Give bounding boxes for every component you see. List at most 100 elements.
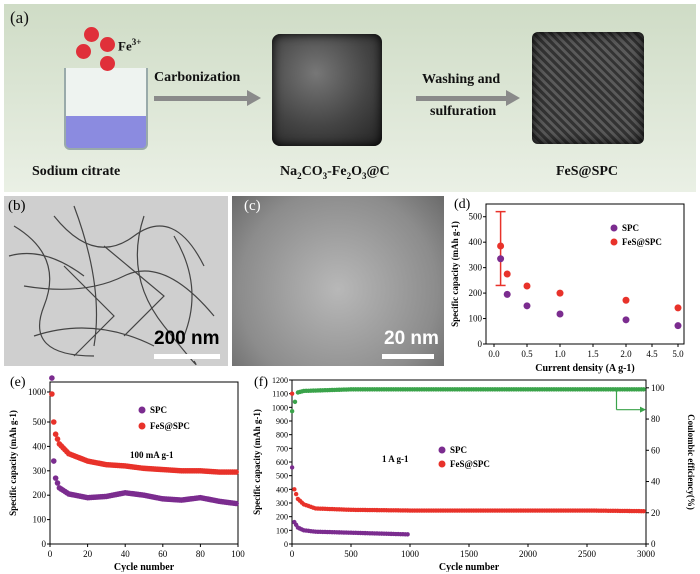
y-tick-label: 100 [33,515,47,525]
legend-marker-fes [138,422,146,430]
scale-bar [154,354,220,359]
data-point [52,431,59,437]
panel-c-label: (c) [244,198,261,214]
scale-text: 20 nm [384,328,439,349]
y-tick-label: 300 [33,466,47,476]
chart-d-label: (d) [454,197,471,212]
legend-label-fes: FeS@SPC [622,237,662,247]
arrow-1 [154,96,249,101]
y-tick-label: 300 [469,263,483,273]
y-tick-label: 600 [276,458,288,467]
arrow-2 [416,96,508,101]
beaker [64,68,148,150]
data-point [49,375,55,381]
x-tick-label: 3000 [637,549,656,559]
legend-marker-spc [610,224,618,232]
data-point [556,310,564,318]
arrow-1-head [247,90,261,106]
legend-label-fes: FeS@SPC [450,459,490,469]
x-tick-label: 5.0 [672,349,684,359]
legend-label-fes: FeS@SPC [150,421,190,431]
y-tick-label: 1200 [272,376,288,385]
intermediate-name: Na2CO3-Fe2O3@C [280,164,390,181]
y-tick-label: 800 [276,431,288,440]
x-tick-label: 4.5 [646,349,658,359]
y-tick-label: 900 [276,417,288,426]
data-point [54,480,61,486]
y-tick-label: 100 [276,526,288,535]
y-tick-label: 400 [469,237,483,247]
data-point [50,419,57,425]
step1-label: Carbonization [154,70,241,85]
y-tick-label: 0 [42,539,47,549]
y2-tick-label: 60 [651,445,661,455]
x-tick-label: 1.5 [587,349,599,359]
data-point [523,282,531,290]
rate-annotation: 1 A g-1 [382,454,409,464]
y2-tick-label: 0 [651,539,656,549]
data-point [497,242,505,250]
y-tick-label: 0 [284,540,288,549]
chart-e: (e) 0 100 200 300 400 500 1000 0 20 40 60 80 100 Cycl… [8,375,245,572]
legend-marker-spc [438,446,446,454]
arrow-2-head [506,90,520,106]
y-tick-label: 500 [276,472,288,481]
x-tick-label: 0 [48,549,53,559]
step2-label-1: Washing and [422,72,501,87]
data-point [54,436,61,442]
data-point [50,458,57,464]
legend-marker-fes [610,238,618,246]
x-axis-label: Cycle number [114,562,175,572]
plot-frame [49,381,239,545]
x-tick-label: 2.0 [620,349,632,359]
data-point [641,387,646,392]
scale-bar [382,354,434,359]
data-point [641,508,646,514]
data-point [556,289,564,297]
fes-spc-cube [532,32,644,144]
x-tick-label: 60 [158,549,168,559]
x-tick-label: 1500 [460,549,479,559]
data-point [233,469,239,475]
y-tick-label: 400 [33,441,47,451]
x-tick-label: 2500 [578,549,597,559]
data-point [674,304,682,312]
y-tick-label: 1000 [28,387,47,397]
plot-frame [485,203,685,345]
y-tick-label: 200 [469,288,483,298]
x-tick-label: 1000 [401,549,420,559]
data-point [292,487,297,492]
ce-arrow-head [640,406,646,413]
y-tick-label: 0 [478,339,483,349]
y2-axis-label: Coulombic efficiency(%) [686,414,696,510]
x-tick-label: 80 [196,549,206,559]
fe-ion-dot [100,56,115,71]
data-point [622,316,630,324]
fe-ion-dot [76,44,91,59]
product-name: FeS@SPC [556,164,619,179]
data-point [52,475,59,481]
x-tick-label: 0.5 [521,349,533,359]
data-point [292,399,298,405]
data-point [622,296,630,304]
x-tick-label: 40 [121,549,131,559]
x-tick-label: 1.0 [554,349,566,359]
x-axis-label: Current density (A g-1) [535,363,635,374]
y-tick-label: 1000 [272,403,288,412]
legend-marker-spc [138,406,146,414]
x-tick-label: 0 [290,549,295,559]
panel-a-label: (a) [10,8,29,27]
legend-marker-fes [438,460,446,468]
data-point [497,255,505,263]
y-tick-label: 200 [276,513,288,522]
data-point [503,290,511,298]
y-tick-label: 100 [469,314,483,324]
y-axis-label: Specific capacity (mAh g-1) [450,221,460,327]
y2-tick-label: 40 [651,477,661,487]
y-axis-label: Specific capacity (mAh g-1) [252,409,262,515]
y2-tick-label: 100 [651,383,665,393]
y-tick-label: 500 [469,212,483,222]
data-point [503,270,511,278]
y-axis-label: Specific capacity (mAh g-1) [8,410,18,516]
data-point [523,302,531,310]
